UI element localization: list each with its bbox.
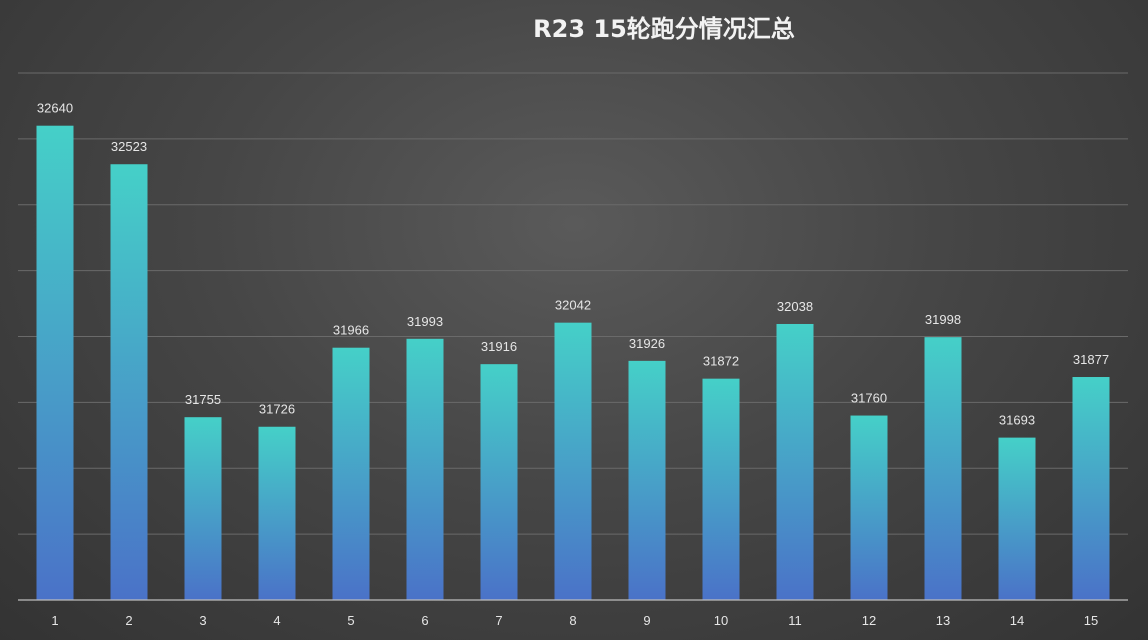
bar-11 [776,323,814,600]
bar-2 [110,164,148,600]
data-label: 31877 [1073,352,1109,367]
bar-3 [184,417,222,600]
bar-1 [36,125,74,600]
x-tick-label: 13 [936,613,950,628]
bar-15 [1072,377,1110,600]
x-tick-label: 2 [125,613,132,628]
bar-10 [702,378,740,600]
x-tick-label: 8 [569,613,576,628]
x-tick-label: 6 [421,613,428,628]
chart-title: R23 15轮跑分情况汇总 [533,15,795,43]
x-tick-label: 3 [199,613,206,628]
bar-8 [554,322,592,600]
data-label: 32523 [111,139,147,154]
data-label: 31993 [407,314,443,329]
bar-13 [924,337,962,600]
data-label: 32640 [37,101,73,116]
bar-9 [628,360,666,600]
x-tick-label: 10 [714,613,728,628]
bar-7 [480,364,518,600]
bar-6 [406,338,444,600]
x-tick-label: 7 [495,613,502,628]
x-tick-label: 11 [788,613,802,628]
data-label: 31926 [629,336,665,351]
bar-5 [332,347,370,600]
data-label: 31966 [333,323,369,338]
data-label: 31998 [925,312,961,327]
data-label: 31755 [185,392,221,407]
bar-12 [850,415,888,600]
data-label: 31760 [851,391,887,406]
bars [36,125,1110,600]
data-label: 32038 [777,299,813,314]
x-tick-label: 1 [51,613,58,628]
x-tick-label: 4 [273,613,280,628]
data-label: 31872 [703,354,739,369]
data-label: 31916 [481,339,517,354]
data-labels: 32640 32523 31755 31726 31966 31993 31916 32042… [37,101,1109,428]
x-tick-label: 12 [862,613,876,628]
data-label: 32042 [555,298,591,313]
x-tick-label: 9 [643,613,650,628]
data-label: 31726 [259,402,295,417]
x-tick-label: 14 [1010,613,1024,628]
bar-14 [998,437,1036,600]
x-axis-tick-labels: 1 2 3 4 5 6 7 8 9 10 11 12 13 14 15 [51,613,1098,628]
x-tick-label: 15 [1084,613,1098,628]
bar-4 [258,426,296,600]
data-label: 31693 [999,413,1035,428]
x-tick-label: 5 [347,613,354,628]
